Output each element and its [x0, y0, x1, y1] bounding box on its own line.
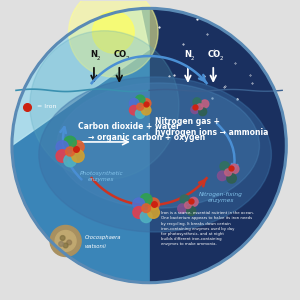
Polygon shape	[12, 9, 149, 145]
Circle shape	[178, 204, 187, 213]
Text: → organic carbon + oxygen: → organic carbon + oxygen	[88, 133, 205, 142]
Text: 2: 2	[220, 56, 223, 61]
Circle shape	[64, 136, 76, 149]
Circle shape	[189, 197, 198, 206]
Circle shape	[220, 162, 230, 171]
Circle shape	[180, 195, 189, 204]
Circle shape	[69, 0, 158, 77]
Circle shape	[184, 202, 191, 208]
Circle shape	[148, 206, 159, 218]
Circle shape	[135, 109, 145, 118]
Circle shape	[130, 98, 139, 108]
Text: CO: CO	[207, 50, 220, 59]
Circle shape	[60, 236, 65, 240]
Circle shape	[148, 198, 159, 210]
Circle shape	[67, 240, 72, 245]
Circle shape	[3, 0, 295, 292]
Circle shape	[12, 8, 286, 283]
Text: Crocosphaera: Crocosphaera	[85, 236, 122, 241]
Circle shape	[50, 226, 81, 256]
Ellipse shape	[57, 83, 260, 208]
Circle shape	[137, 103, 144, 110]
Circle shape	[230, 164, 239, 174]
Circle shape	[191, 106, 199, 114]
Text: watsonii: watsonii	[85, 244, 107, 249]
Circle shape	[197, 104, 203, 110]
Circle shape	[218, 171, 227, 181]
Circle shape	[141, 105, 151, 115]
Circle shape	[225, 169, 232, 176]
Circle shape	[142, 204, 151, 212]
Text: Carbon dioxide + water: Carbon dioxide + water	[77, 122, 179, 131]
Text: N: N	[90, 50, 98, 59]
Ellipse shape	[39, 77, 272, 232]
Circle shape	[140, 194, 152, 206]
Text: Iron is a scarce, essential nutrient in the ocean.
One bacterium appears to halv: Iron is a scarce, essential nutrient in …	[161, 211, 254, 246]
Circle shape	[64, 154, 76, 167]
Circle shape	[92, 11, 134, 53]
Text: 2: 2	[191, 56, 194, 61]
Circle shape	[199, 108, 207, 116]
Text: Photosynthetic
enzymes: Photosynthetic enzymes	[80, 171, 123, 182]
Text: 2: 2	[97, 56, 101, 61]
Circle shape	[193, 98, 201, 106]
Circle shape	[72, 150, 84, 162]
Polygon shape	[12, 8, 149, 283]
Circle shape	[72, 141, 84, 153]
Circle shape	[227, 174, 236, 183]
Circle shape	[133, 198, 145, 210]
Circle shape	[187, 206, 196, 215]
Circle shape	[135, 95, 145, 105]
Text: = Iron: = Iron	[37, 104, 57, 109]
Text: 2: 2	[125, 56, 129, 61]
Circle shape	[55, 230, 76, 251]
Circle shape	[133, 206, 145, 218]
Circle shape	[141, 98, 151, 108]
Circle shape	[65, 147, 75, 156]
Text: Nitrogen-fixing
enzymes: Nitrogen-fixing enzymes	[199, 192, 243, 203]
Text: CO: CO	[113, 50, 127, 59]
Circle shape	[140, 211, 152, 223]
Text: hydrogen ions → ammonia: hydrogen ions → ammonia	[155, 128, 268, 137]
Text: N: N	[184, 50, 191, 59]
Text: Nitrogen gas +: Nitrogen gas +	[155, 117, 220, 126]
Circle shape	[130, 105, 139, 115]
Circle shape	[56, 141, 68, 153]
Circle shape	[63, 243, 68, 248]
Circle shape	[56, 150, 68, 162]
Circle shape	[30, 31, 179, 180]
Circle shape	[201, 100, 209, 108]
Circle shape	[59, 242, 64, 246]
